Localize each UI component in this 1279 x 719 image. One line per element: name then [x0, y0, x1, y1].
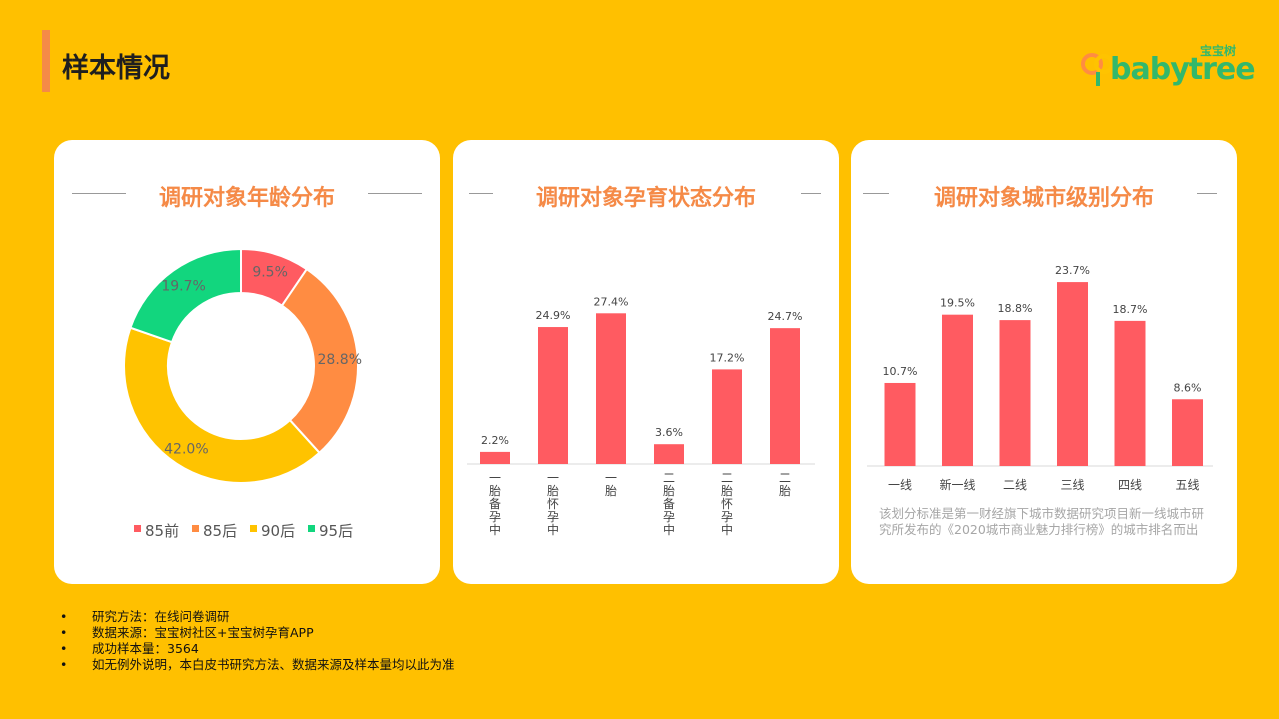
slice-label: 28.8%: [318, 352, 362, 368]
bullet-dot: •: [60, 609, 68, 624]
babytree-logo: babytree 宝宝树: [1080, 42, 1256, 88]
donut-slice: [280, 267, 359, 455]
legend-label: 85后: [203, 522, 237, 540]
bullet-text: 研究方法：在线问卷调研: [92, 609, 230, 624]
city-bar-chart: 10.7% 一线 19.5% 新一线 18.8% 二线 23.7% 三线 18.7% 四线 8.6%…: [867, 264, 1213, 492]
bar-value-label: 23.7%: [1055, 264, 1090, 277]
category-label: 四线: [1118, 478, 1142, 492]
title-line-left: [863, 193, 889, 194]
bar-value-label: 18.8%: [998, 302, 1033, 315]
bar: [770, 328, 800, 464]
bar: [596, 313, 626, 464]
bar-value-label: 10.7%: [883, 365, 918, 378]
legend-swatch: [192, 525, 199, 532]
bullet-item: • 数据来源：宝宝树社区+宝宝树孕育APP: [60, 625, 455, 641]
bar-value-label: 18.7%: [1113, 303, 1148, 316]
bar: [884, 382, 916, 466]
category-label: 新一线: [939, 477, 975, 492]
bar: [999, 320, 1031, 466]
legend-swatch: [134, 525, 141, 532]
card-age: 调研对象年龄分布 9.5% 28.8% 42.0% 19.7% 85前 85后 90后 95后: [54, 140, 440, 584]
bar: [1057, 282, 1088, 466]
category-label: 一胎怀孕中: [547, 471, 559, 537]
status-bar-chart: 2.2% 一胎备孕中 24.9% 一胎怀孕中 27.4% 一胎 3.6% 二胎备孕中 17.2%…: [467, 295, 815, 537]
category-label: 一胎备孕中: [489, 471, 501, 537]
donut-slice: [123, 326, 321, 484]
bar-value-label: 17.2%: [710, 351, 745, 364]
bar: [538, 327, 568, 464]
legend-label: 95后: [319, 522, 353, 540]
logo-text: babytree: [1110, 52, 1256, 87]
bar-value-label: 3.6%: [655, 426, 683, 439]
category-label: 五线: [1175, 478, 1199, 492]
card-title-city: 调研对象城市级别分布: [933, 186, 1154, 211]
bar: [1172, 399, 1203, 466]
bar-value-label: 19.5%: [940, 297, 975, 310]
age-donut-chart: 9.5% 28.8% 42.0% 19.7% 85前 85后 90后 95后: [123, 247, 362, 540]
slice-label: 9.5%: [252, 264, 288, 280]
title-line-right: [801, 193, 821, 194]
legend-label: 85前: [145, 522, 179, 540]
legend-swatch: [308, 525, 315, 532]
slice-label: 42.0%: [164, 442, 208, 458]
bar-value-label: 8.6%: [1174, 381, 1202, 394]
card-status: 调研对象孕育状态分布 2.2% 一胎备孕中 24.9% 一胎怀孕中 27.4% 一胎 3.6…: [453, 140, 839, 584]
bullet-dot: •: [60, 657, 68, 672]
bar: [712, 369, 742, 464]
bullet-text: 成功样本量：3564: [92, 641, 199, 656]
title-line-left: [469, 193, 493, 194]
legend-label: 90后: [261, 522, 295, 540]
bar-value-label: 27.4%: [594, 295, 629, 308]
bar: [654, 444, 684, 464]
legend-swatch: [250, 525, 257, 532]
category-label: 一线: [888, 478, 912, 492]
card-title-age: 调研对象年龄分布: [158, 186, 335, 211]
category-label: 一胎: [605, 471, 617, 498]
bullet-text: 如无例外说明，本白皮书研究方法、数据来源及样本量均以此为准: [92, 657, 455, 672]
category-label: 二胎: [779, 471, 791, 498]
category-label: 二胎怀孕中: [721, 471, 733, 537]
bullet-dot: •: [60, 625, 68, 640]
logo-cn-text: 宝宝树: [1200, 44, 1237, 58]
category-label: 二胎备孕中: [663, 471, 675, 537]
bullet-dot: •: [60, 641, 68, 656]
city-note: 该划分标准是第一财经旗下城市数据研究项目新一线城市研究所发布的《2020城市商业…: [879, 506, 1205, 537]
card-title-status: 调研对象孕育状态分布: [535, 186, 756, 211]
bar: [480, 451, 510, 464]
bar: [1114, 320, 1146, 466]
bullet-item: • 成功样本量：3564: [60, 641, 455, 657]
category-label: 二线: [1003, 478, 1027, 492]
method-notes: • 研究方法：在线问卷调研 • 数据来源：宝宝树社区+宝宝树孕育APP • 成功样本量…: [60, 609, 455, 673]
bullet-item: • 如无例外说明，本白皮书研究方法、数据来源及样本量均以此为准: [60, 657, 455, 673]
title-line-right: [1197, 193, 1217, 194]
slice-label: 19.7%: [161, 278, 205, 294]
title-line-right: [368, 193, 422, 194]
bullet-item: • 研究方法：在线问卷调研: [60, 609, 455, 625]
card-city: 调研对象城市级别分布 10.7% 一线 19.5% 新一线 18.8% 二线 23.7% 三线…: [851, 140, 1237, 584]
logo-icon: [1081, 53, 1114, 86]
bar: [942, 314, 973, 466]
bar-value-label: 24.7%: [768, 310, 803, 323]
donut-slice: [129, 247, 242, 344]
bar-value-label: 2.2%: [481, 434, 509, 447]
title-line-left: [72, 193, 126, 194]
category-label: 三线: [1060, 478, 1084, 492]
bullet-text: 数据来源：宝宝树社区+宝宝树孕育APP: [92, 625, 314, 640]
bar-value-label: 24.9%: [536, 309, 571, 322]
page-title: 样本情况: [62, 53, 170, 84]
title-accent-bar: [42, 30, 50, 92]
